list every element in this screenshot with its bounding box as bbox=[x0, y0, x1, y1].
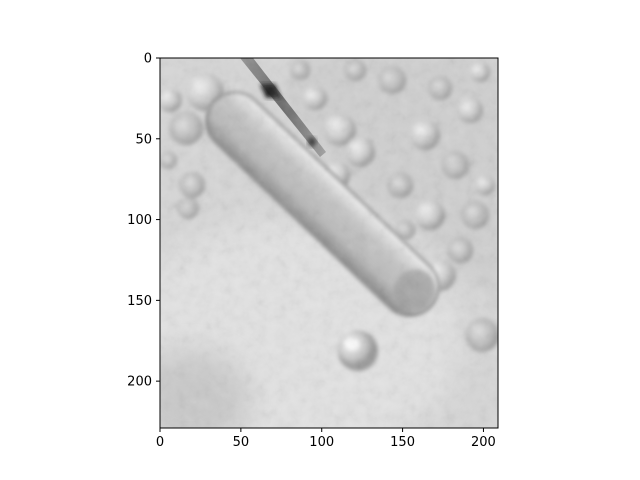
x-axis: 0 50 100 150 200 bbox=[156, 428, 496, 450]
x-tick-label: 150 bbox=[390, 435, 415, 450]
y-tick-label: 150 bbox=[127, 294, 152, 309]
microscopy-image bbox=[160, 58, 498, 428]
y-tick-label: 100 bbox=[127, 213, 152, 228]
y-tick-label: 0 bbox=[144, 52, 152, 67]
x-tick-label: 0 bbox=[156, 435, 164, 450]
axes-frame bbox=[159, 57, 499, 429]
y-tick-label: 200 bbox=[127, 375, 152, 390]
x-tick-label: 50 bbox=[233, 435, 250, 450]
y-tick-label: 50 bbox=[135, 132, 152, 147]
x-tick-label: 200 bbox=[471, 435, 496, 450]
image-texture bbox=[160, 58, 498, 428]
y-axis: 0 50 100 150 200 bbox=[127, 52, 160, 390]
x-tick-label: 100 bbox=[309, 435, 334, 450]
